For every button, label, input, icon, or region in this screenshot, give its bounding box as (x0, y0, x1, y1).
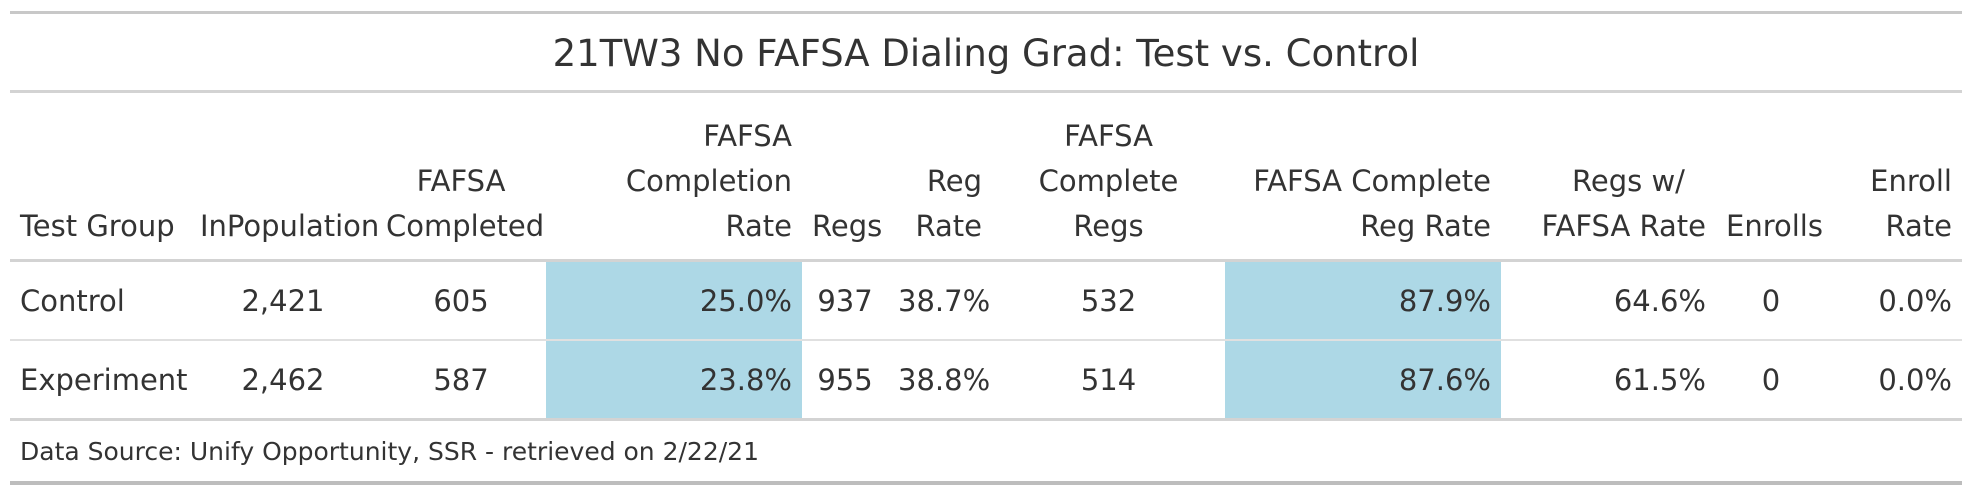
results-table: Test Group InPopulation FAFSA Completed … (10, 93, 1962, 421)
table-title: 21TW3 No FAFSA Dialing Grad: Test vs. Co… (552, 32, 1420, 75)
cell-fafsa-complete-regs: 532 (992, 260, 1225, 341)
header-reg-rate: Reg Rate (888, 93, 992, 262)
title-rule (10, 90, 1962, 93)
header-enroll-rate: Enroll Rate (1826, 93, 1962, 262)
header-line: Test Group (20, 209, 175, 243)
header-line: Rate (915, 209, 983, 243)
header-line: FAFSA (1064, 119, 1153, 153)
header-line: Enrolls (1726, 209, 1823, 243)
top-rule (10, 11, 1962, 14)
header-line: Reg Rate (1360, 209, 1491, 243)
header-line: Completed (386, 209, 545, 243)
header-line: Reg (926, 164, 982, 198)
header-line: Regs w/ (1572, 164, 1685, 198)
cell-enrolls: 0 (1716, 340, 1826, 421)
cell-regs: 955 (802, 340, 888, 421)
table-row: Experiment 2,462 587 23.8% 955 38.8% 514… (10, 340, 1962, 421)
cell-fafsa-complete-reg-rate: 87.6% (1225, 340, 1501, 421)
cell-in-population: 2,421 (190, 260, 376, 341)
header-in-population: InPopulation (190, 93, 380, 262)
header-line: Enroll (1870, 164, 1952, 198)
header-line: Complete (1038, 164, 1179, 198)
cell-regs-with-fafsa-rate: 64.6% (1501, 260, 1716, 341)
header-line: InPopulation (200, 209, 380, 243)
cell-enroll-rate: 0.0% (1826, 260, 1962, 341)
cell-fafsa-completion-rate: 23.8% (546, 340, 802, 421)
header-regs-with-fafsa-rate: Regs w/ FAFSA Rate (1501, 93, 1716, 262)
header-fafsa-completion-rate: FAFSA Completion Rate (546, 93, 802, 262)
cell-fafsa-completed: 587 (376, 340, 546, 421)
cell-fafsa-complete-regs: 514 (992, 340, 1225, 421)
bottom-rule (10, 481, 1962, 485)
cell-test-group: Experiment (10, 340, 190, 421)
header-line: Rate (1885, 209, 1953, 243)
cell-reg-rate: 38.7% (888, 260, 992, 341)
header-line: Regs (1073, 209, 1144, 243)
header-line: FAFSA Rate (1541, 209, 1706, 243)
source-note: Data Source: Unify Opportunity, SSR - re… (20, 437, 759, 466)
header-fafsa-complete-reg-rate: FAFSA Complete Reg Rate (1225, 93, 1501, 262)
header-line: Rate (725, 209, 793, 243)
header-regs: Regs (802, 93, 888, 262)
cell-fafsa-complete-reg-rate: 87.9% (1225, 260, 1501, 341)
cell-test-group: Control (10, 260, 190, 341)
header-fafsa-completed: FAFSA Completed (376, 93, 546, 262)
header-line: FAFSA (703, 119, 792, 153)
header-line: FAFSA (416, 164, 506, 198)
cell-reg-rate: 38.8% (888, 340, 992, 421)
header-enrolls: Enrolls (1716, 93, 1826, 262)
table-row: Control 2,421 605 25.0% 937 38.7% 532 87… (10, 260, 1962, 341)
header-row: Test Group InPopulation FAFSA Completed … (10, 93, 1962, 262)
header-line: FAFSA Complete (1253, 164, 1491, 198)
cell-enrolls: 0 (1716, 260, 1826, 341)
header-line: Regs (812, 209, 883, 243)
header-fafsa-complete-regs: FAFSA Complete Regs (992, 93, 1225, 262)
header-line: Completion (625, 164, 792, 198)
cell-fafsa-completed: 605 (376, 260, 546, 341)
cell-fafsa-completion-rate: 25.0% (546, 260, 802, 341)
cell-enroll-rate: 0.0% (1826, 340, 1962, 421)
cell-regs-with-fafsa-rate: 61.5% (1501, 340, 1716, 421)
cell-in-population: 2,462 (190, 340, 376, 421)
table-container: 21TW3 No FAFSA Dialing Grad: Test vs. Co… (10, 11, 1962, 485)
cell-regs: 937 (802, 260, 888, 341)
header-test-group: Test Group (10, 93, 190, 262)
